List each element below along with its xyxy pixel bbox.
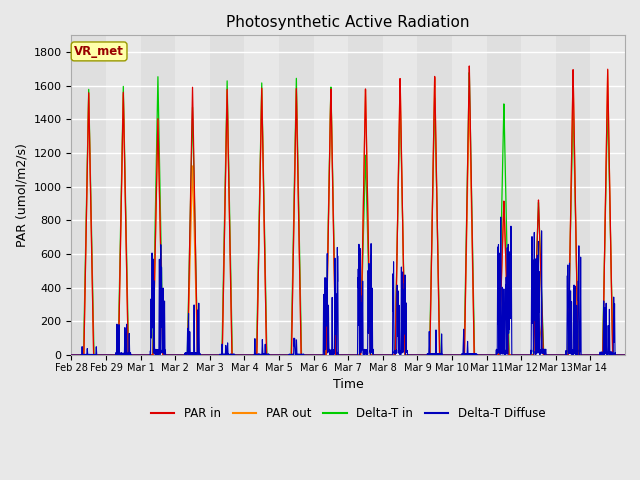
Bar <box>314 36 348 355</box>
Title: Photosynthetic Active Radiation: Photosynthetic Active Radiation <box>227 15 470 30</box>
Bar <box>210 36 244 355</box>
Y-axis label: PAR (umol/m2/s): PAR (umol/m2/s) <box>15 143 28 247</box>
Bar <box>486 36 521 355</box>
Bar <box>383 36 417 355</box>
Bar <box>591 36 625 355</box>
Bar <box>417 36 452 355</box>
Bar <box>521 36 556 355</box>
Bar <box>556 36 591 355</box>
Bar <box>348 36 383 355</box>
Bar <box>279 36 314 355</box>
Bar <box>72 36 106 355</box>
X-axis label: Time: Time <box>333 378 364 391</box>
Bar <box>452 36 486 355</box>
Legend: PAR in, PAR out, Delta-T in, Delta-T Diffuse: PAR in, PAR out, Delta-T in, Delta-T Dif… <box>146 402 550 425</box>
Bar <box>175 36 210 355</box>
Text: VR_met: VR_met <box>74 45 124 58</box>
Bar <box>106 36 141 355</box>
Bar <box>244 36 279 355</box>
Bar <box>141 36 175 355</box>
